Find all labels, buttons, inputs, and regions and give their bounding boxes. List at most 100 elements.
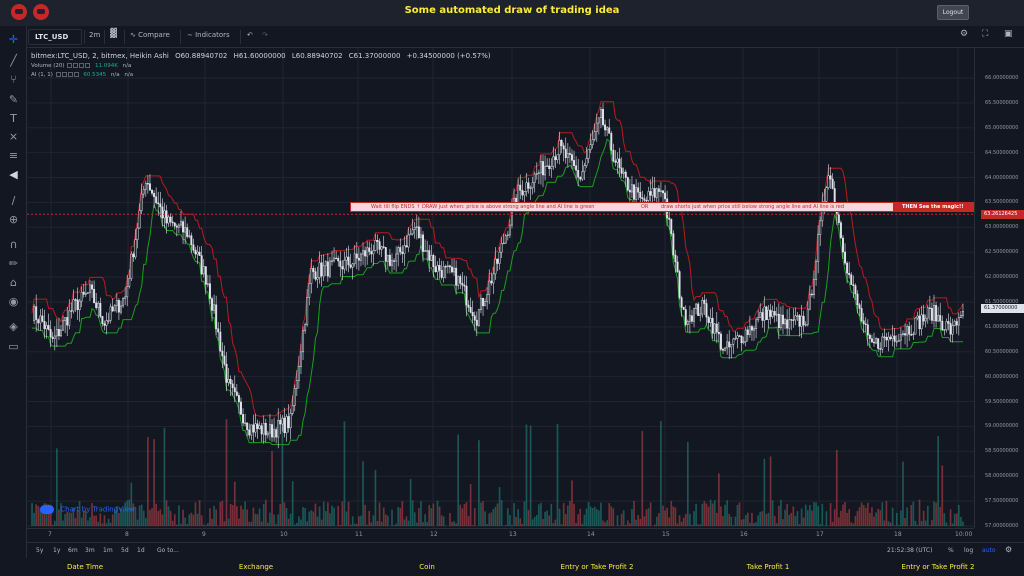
volume-bar	[409, 478, 412, 526]
volume-bar	[176, 524, 178, 526]
volume-bar	[324, 511, 327, 526]
time-axis[interactable]: 7 8 9 10 11 12 13 14 15 16 17 18 10:00	[27, 528, 974, 542]
gear-icon[interactable]	[73, 63, 79, 68]
candle	[266, 432, 269, 436]
log-toggle[interactable]: log	[964, 547, 974, 554]
logout-button[interactable]: Logout	[937, 5, 969, 20]
interval-button[interactable]: 2m	[89, 31, 101, 39]
candle	[757, 317, 760, 321]
candle	[200, 255, 203, 275]
indicators-button[interactable]: ∼ Indicators	[187, 31, 230, 39]
volume-bar	[496, 503, 499, 526]
tradingview-watermark[interactable]: Chart by TradingView	[40, 505, 135, 514]
percent-toggle[interactable]: %	[948, 547, 954, 554]
volume-bar	[949, 509, 952, 526]
zoom-in-icon[interactable]: ⊕	[8, 213, 19, 226]
footer-coin[interactable]: Coin	[419, 563, 435, 571]
annotation-banner[interactable]: Wait till flip ENDS ↑ DRAW just when: pr…	[350, 202, 894, 212]
goto-button[interactable]: Go to...	[157, 547, 179, 554]
eye-icon[interactable]	[55, 72, 61, 77]
range-6m[interactable]: 6m	[68, 547, 78, 554]
undo-icon[interactable]: ↶	[247, 31, 253, 39]
volume-bar	[130, 482, 133, 526]
chart-pane[interactable]	[27, 48, 974, 528]
range-5d[interactable]: 5d	[121, 547, 129, 554]
candle	[202, 266, 205, 275]
candle	[465, 285, 468, 306]
candle	[436, 265, 439, 272]
footer-exchange[interactable]: Exchange	[238, 563, 274, 571]
volume-bar	[118, 513, 120, 526]
candle	[926, 307, 929, 319]
volume-bar	[697, 524, 699, 526]
volume-bar	[422, 522, 424, 526]
range-1d[interactable]: 1d	[137, 547, 145, 554]
volume-bar	[204, 525, 207, 526]
study-ai[interactable]: AI (1, 1) 60.5345 n/a n/a	[31, 72, 495, 78]
ruler-icon[interactable]: ∕	[11, 194, 16, 207]
price-chart[interactable]	[27, 48, 974, 528]
close-icon[interactable]	[79, 63, 85, 68]
close-icon[interactable]	[67, 72, 73, 77]
candle	[287, 416, 290, 429]
layers-icon[interactable]: ◈	[9, 320, 18, 333]
pattern-icon[interactable]: ⨯	[8, 130, 19, 143]
candle	[293, 388, 296, 406]
footer-entry-tp2-right[interactable]: Entry or Take Profit 2	[901, 563, 975, 571]
volume-bar	[140, 504, 143, 526]
fullscreen-icon[interactable]: ⛶	[982, 29, 989, 39]
price-axis[interactable]: 66.00000000 65.50000000 65.00000000 64.5000…	[974, 48, 1024, 529]
fork-icon[interactable]: ⑂	[10, 73, 17, 86]
footer-entry-tp2[interactable]: Entry or Take Profit 2	[560, 563, 634, 571]
eye-icon[interactable]: ◉	[8, 295, 19, 308]
candle	[688, 315, 691, 322]
trendline-icon[interactable]: ╱	[10, 54, 17, 67]
redo-icon[interactable]: ↷	[262, 31, 268, 39]
symbol-search[interactable]: LTC_USD	[28, 29, 82, 45]
range-1y[interactable]: 1y	[53, 547, 61, 554]
trash-icon[interactable]: ▭	[8, 340, 19, 353]
gear-icon[interactable]: ⚙	[1005, 545, 1013, 554]
volume-bar	[41, 507, 44, 526]
volume-bar	[461, 508, 464, 526]
auto-toggle[interactable]: auto	[982, 547, 996, 554]
brush-icon[interactable]: ✎	[8, 93, 19, 106]
range-3m[interactable]: 3m	[85, 547, 95, 554]
volume-bar	[296, 522, 298, 526]
candle-type-icon[interactable]: ▓	[110, 29, 117, 39]
camera-icon[interactable]: ▣	[1004, 29, 1013, 39]
volume-bar	[467, 516, 470, 526]
annotation-callout[interactable]: THEN See the magic!!	[894, 202, 974, 212]
volume-bar	[169, 510, 172, 526]
compare-button[interactable]: ∿ Compare	[130, 31, 170, 39]
logo-icon[interactable]	[33, 4, 49, 20]
study-volume[interactable]: Volume (20) 11.094K n/a	[31, 63, 495, 69]
candle	[794, 315, 797, 321]
gear-icon[interactable]: ⚙	[960, 29, 969, 39]
arrow-left-icon[interactable]: ◀	[9, 168, 18, 181]
legend-title[interactable]: bitmex:LTC_USD, 2, bitmex, Heikin Ashi	[31, 52, 169, 60]
candle	[60, 329, 62, 337]
candle	[701, 299, 704, 315]
more-icon[interactable]	[73, 72, 79, 77]
range-5y[interactable]: 5y	[36, 547, 44, 554]
range-1m[interactable]: 1m	[103, 547, 113, 554]
text-icon[interactable]: T	[10, 112, 17, 125]
logo-icon[interactable]	[11, 4, 27, 20]
time-label: 10:00	[955, 531, 973, 538]
footer-tp1[interactable]: Take Profit 1	[746, 563, 790, 571]
eye-icon[interactable]	[67, 63, 73, 68]
lock-draw-icon[interactable]: ✏	[8, 257, 19, 270]
candle	[55, 329, 58, 337]
crosshair-icon[interactable]: ✛	[8, 33, 19, 46]
volume-bar	[262, 503, 265, 526]
more-icon[interactable]	[85, 63, 91, 68]
measure-icon[interactable]: ≡	[8, 149, 19, 162]
candle	[732, 338, 735, 345]
gear-icon[interactable]	[61, 72, 67, 77]
volume-bar	[910, 505, 913, 526]
magnet-icon[interactable]: ∩	[9, 238, 18, 251]
footer-date-time[interactable]: Date Time	[66, 563, 104, 571]
lock-icon[interactable]: ⌂	[10, 276, 17, 289]
clock[interactable]: 21:52:38 (UTC)	[887, 547, 933, 554]
